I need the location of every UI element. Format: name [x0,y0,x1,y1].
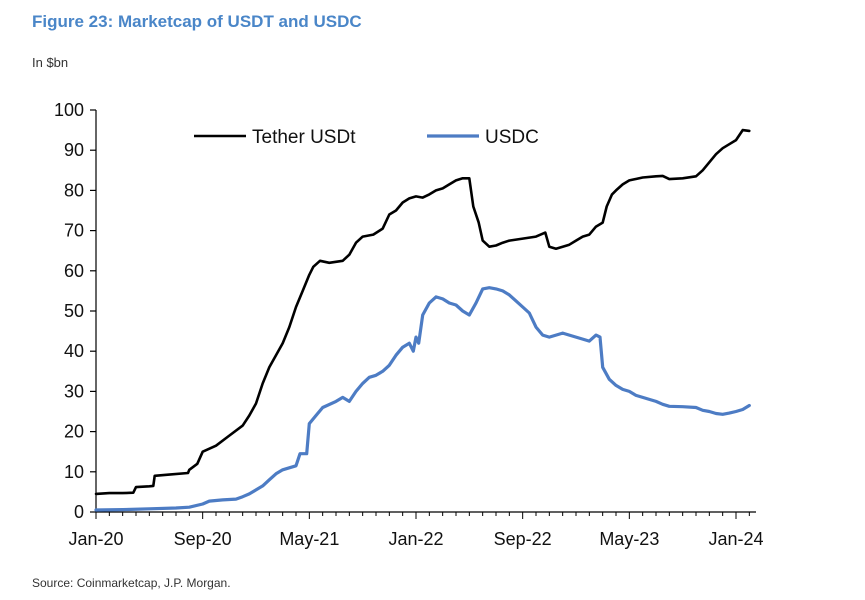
series-lines [94,128,751,512]
y-tick-label: 100 [54,100,84,120]
y-tick-label: 30 [64,381,84,401]
x-tick-label: May-23 [599,529,659,549]
figure-title: Figure 23: Marketcap of USDT and USDC [32,12,362,31]
unit-label: In $bn [32,55,69,70]
y-axis: 0 10 20 30 40 50 60 70 80 90 100 [54,100,97,522]
y-tick-label: 40 [64,341,84,361]
y-tick-label: 90 [64,140,84,160]
x-tick-label: Jan-22 [388,529,443,549]
y-tick-label: 10 [64,462,84,482]
legend: Tether USDt USDC [194,127,539,148]
x-axis: Jan-20 Sep-20 May-21 Jan-22 Sep-22 May-23 Jan-… [68,511,764,549]
legend-label: USDC [485,127,539,148]
series-line-tether-usdt [94,128,751,496]
y-tick-label: 60 [64,261,84,281]
y-tick-label: 70 [64,221,84,241]
source-note: Source: Coinmarketcap, J.P. Morgan. [32,576,231,590]
x-tick-label: Jan-20 [68,529,123,549]
y-tick-label: 80 [64,180,84,200]
x-tick-label: Jan-24 [708,529,763,549]
series-line-usdc [94,286,751,512]
y-tick-label: 20 [64,422,84,442]
y-tick-label: 50 [64,301,84,321]
x-tick-label: Sep-22 [494,529,552,549]
x-tick-label: Sep-20 [174,529,232,549]
y-tick-label: 0 [74,502,84,522]
x-tick-label: May-21 [279,529,339,549]
legend-label: Tether USDt [252,127,356,148]
